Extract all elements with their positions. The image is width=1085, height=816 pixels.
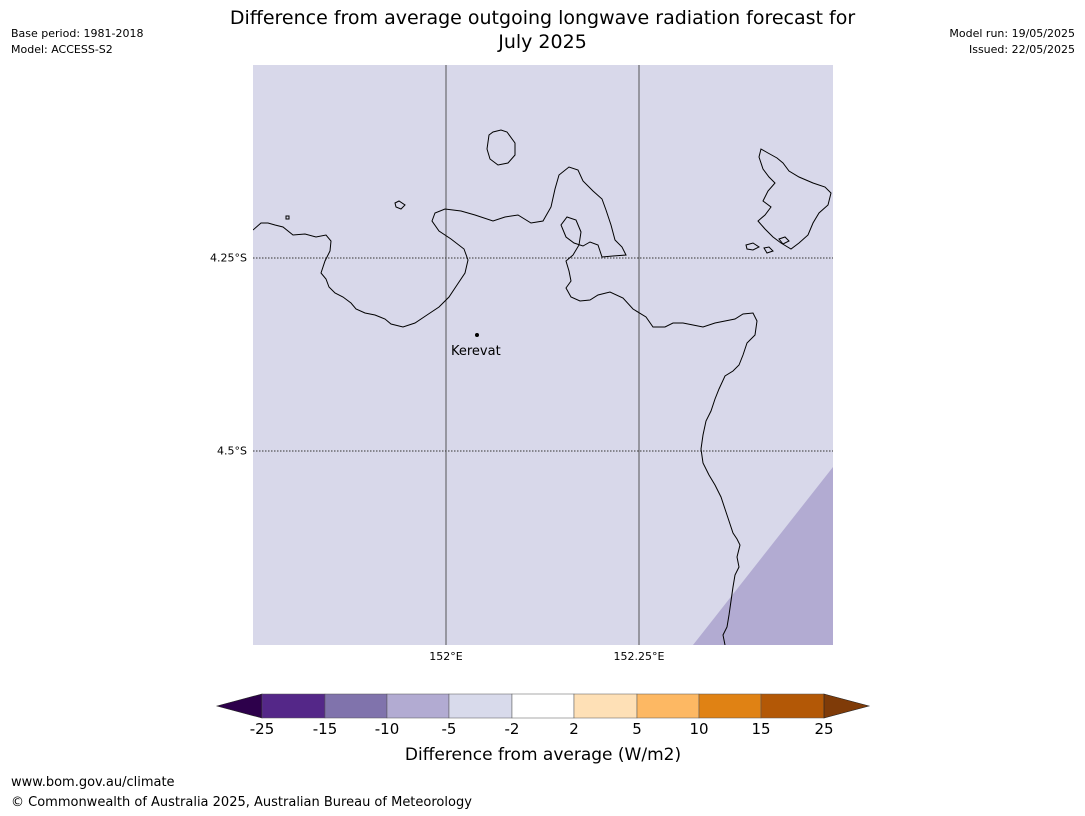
- colorbar-tick: 2: [569, 720, 579, 738]
- islet-small-4: [763, 246, 774, 254]
- colorbar-extend-low: [215, 693, 263, 719]
- island-north: [486, 129, 516, 166]
- footer-url: www.bom.gov.au/climate: [11, 775, 175, 790]
- colorbar-tick: 5: [632, 720, 642, 738]
- islands-northeast: [757, 148, 832, 250]
- colorbar-tick: 15: [751, 720, 771, 738]
- header-right: Model run: 19/05/2025 Issued: 22/05/2025: [949, 26, 1075, 58]
- footer-copyright: © Commonwealth of Australia 2025, Austra…: [11, 795, 472, 810]
- colorbar-segment-1: [261, 693, 326, 719]
- map-background: [253, 65, 833, 645]
- coastline-main: [253, 166, 758, 645]
- colorbar: [215, 693, 871, 719]
- base-period-text: Base period: 1981-2018: [11, 27, 144, 40]
- kerevat-label: Kerevat: [451, 344, 501, 359]
- issued-text: Issued: 22/05/2025: [968, 43, 1075, 56]
- anomaly-region: [693, 467, 833, 645]
- colorbar-tick: -5: [441, 720, 457, 738]
- colorbar-segment-5: [511, 693, 575, 719]
- islet-small-2: [285, 215, 290, 220]
- colorbar-tick: -2: [504, 720, 520, 738]
- colorbar-tick: -15: [312, 720, 338, 738]
- title-line-2: July 2025: [498, 31, 587, 53]
- colorbar-segment-4: [448, 693, 513, 719]
- colorbar-label: Difference from average (W/m2): [404, 745, 682, 765]
- model-text: Model: ACCESS-S2: [11, 43, 113, 56]
- colorbar-segment-7: [636, 693, 700, 719]
- colorbar-segment-2: [324, 693, 388, 719]
- colorbar-tick: 10: [689, 720, 709, 738]
- coastline: [253, 129, 832, 645]
- islet-small-5: [778, 236, 790, 245]
- colorbar-extend-high: [823, 693, 871, 719]
- colorbar-segment-9: [760, 693, 825, 719]
- lon-label-152: 152°E: [429, 650, 463, 663]
- colorbar-segment-6: [573, 693, 638, 719]
- islet-small-3: [745, 242, 760, 251]
- title-line-1: Difference from average outgoing longwav…: [229, 7, 856, 29]
- islet-small-1: [394, 200, 406, 210]
- page-title: Difference from average outgoing longwav…: [170, 6, 915, 54]
- colorbar-tick: -25: [249, 720, 275, 738]
- lon-label-152-25: 152.25°E: [613, 650, 665, 663]
- colorbar-tick: -10: [374, 720, 400, 738]
- lat-label-4-25: 4.25°S: [210, 251, 247, 265]
- lat-label-4-5: 4.5°S: [217, 444, 247, 458]
- header-left: Base period: 1981-2018 Model: ACCESS-S2: [11, 26, 143, 58]
- colorbar-segment-3: [386, 693, 450, 719]
- map-panel: Kerevat: [253, 65, 833, 645]
- colorbar-segment-8: [698, 693, 762, 719]
- model-run-text: Model run: 19/05/2025: [949, 27, 1075, 40]
- colorbar-tick: 25: [814, 720, 834, 738]
- kerevat-marker: [475, 333, 479, 337]
